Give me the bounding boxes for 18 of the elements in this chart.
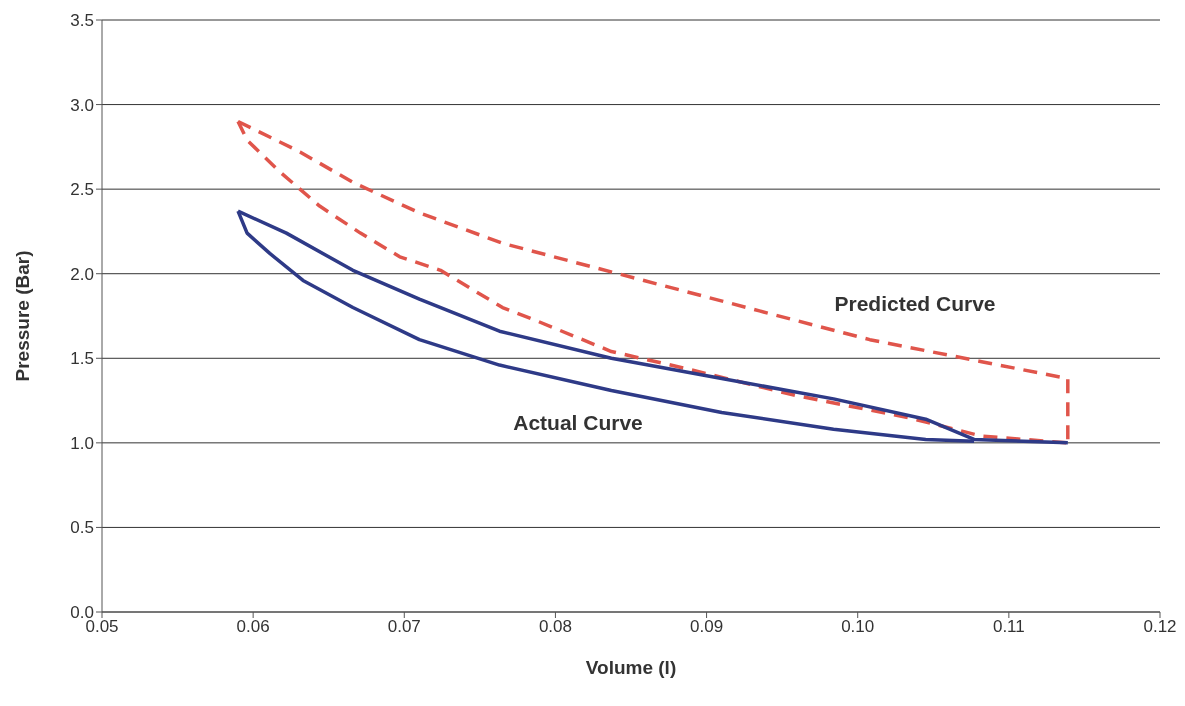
annotation: Actual Curve: [513, 411, 643, 435]
x-tick-label: 0.11: [992, 617, 1025, 637]
x-tick-label: 0.12: [1143, 617, 1177, 637]
x-tick-label: 0.06: [236, 617, 270, 637]
y-tick-label: 3.0: [70, 95, 94, 115]
y-tick-label: 1.5: [70, 349, 94, 369]
y-tick-label: 1.0: [70, 433, 94, 453]
x-tick-label: 0.10: [841, 617, 875, 637]
y-tick-label: 2.0: [70, 264, 94, 284]
x-tick-label: 0.08: [538, 617, 572, 637]
y-tick-label: 0.5: [70, 518, 94, 538]
y-axis-title: Pressure (Bar): [11, 250, 33, 382]
y-tick-label: 3.5: [70, 11, 94, 31]
x-tick-label: 0.07: [387, 617, 421, 637]
annotation: Predicted Curve: [834, 292, 996, 316]
x-tick-label: 0.09: [690, 617, 724, 637]
x-axis-title: Volume (l): [585, 657, 677, 678]
y-tick-label: 2.5: [70, 180, 94, 200]
